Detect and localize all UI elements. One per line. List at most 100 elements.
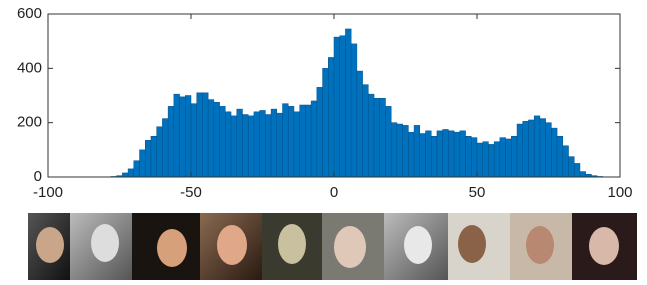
y-tick-label: 0 <box>34 168 42 185</box>
bar <box>511 136 517 177</box>
bar <box>540 119 546 177</box>
face-image <box>157 229 187 267</box>
bar <box>385 106 391 177</box>
face-image <box>91 224 119 262</box>
face-image <box>217 225 247 265</box>
y-tick-label: 200 <box>17 114 42 131</box>
x-tick-label: 50 <box>469 184 486 201</box>
bar <box>311 101 317 177</box>
bar <box>220 106 226 177</box>
bar <box>551 128 557 177</box>
bar <box>237 109 243 177</box>
bar <box>546 123 552 177</box>
bar <box>488 144 494 177</box>
face-image <box>458 225 486 263</box>
bar <box>288 106 294 177</box>
face-image <box>36 227 64 263</box>
face-image <box>589 227 619 265</box>
bar <box>208 100 214 177</box>
bar <box>471 138 477 177</box>
bar <box>517 124 523 177</box>
bar <box>437 131 443 177</box>
bar <box>523 121 529 177</box>
bar <box>340 36 346 177</box>
face-image <box>526 226 554 264</box>
bar <box>420 134 426 177</box>
bar <box>351 44 357 177</box>
bar <box>494 142 500 177</box>
bar <box>231 116 237 177</box>
x-tick-label: 100 <box>607 184 632 201</box>
bar <box>426 131 432 177</box>
bar <box>380 98 386 177</box>
bar <box>431 136 437 177</box>
bar <box>397 124 403 177</box>
bar <box>374 98 380 177</box>
bar <box>506 139 512 177</box>
bar <box>323 68 329 177</box>
bar <box>242 115 248 177</box>
bar <box>265 115 271 177</box>
x-tick-label: -50 <box>180 184 202 201</box>
bar <box>134 161 140 177</box>
face-image <box>404 226 432 264</box>
bar <box>271 109 277 177</box>
bar <box>283 104 289 177</box>
bar <box>185 96 191 178</box>
bar <box>414 125 420 177</box>
bar <box>574 163 580 177</box>
bar <box>225 112 231 177</box>
x-tick-label: 0 <box>330 184 338 201</box>
bar <box>294 112 300 177</box>
bar <box>305 105 311 177</box>
bar <box>403 125 409 177</box>
face-strip <box>28 213 637 280</box>
bar <box>483 142 489 177</box>
bar <box>563 146 569 177</box>
bar <box>448 131 454 177</box>
x-tick-label: -100 <box>33 184 63 201</box>
bar <box>357 71 363 177</box>
bar <box>557 136 563 177</box>
bar <box>569 157 575 177</box>
bar <box>317 87 323 177</box>
bar <box>151 136 157 177</box>
bar <box>460 131 466 177</box>
bar <box>408 132 414 177</box>
bar <box>162 119 168 177</box>
bar <box>128 169 134 177</box>
bar <box>454 132 460 177</box>
bar <box>300 105 306 177</box>
chart: 0 200 400 600 -100 -50 0 50 100 <box>0 0 647 280</box>
bar <box>168 106 174 177</box>
bar <box>157 127 163 177</box>
bar <box>145 140 151 177</box>
bar <box>248 116 254 177</box>
bar <box>214 102 220 177</box>
bar <box>140 150 146 177</box>
bar <box>334 37 340 177</box>
bar <box>254 112 260 177</box>
bar <box>443 129 449 177</box>
face-image <box>334 226 366 268</box>
y-tick-label: 400 <box>17 59 42 76</box>
bar <box>477 143 483 177</box>
bar <box>466 136 472 177</box>
bar <box>534 116 540 177</box>
bar <box>202 93 208 177</box>
bar <box>197 93 203 177</box>
bar <box>277 113 283 177</box>
bar <box>363 85 369 177</box>
bar <box>180 97 186 177</box>
bar <box>122 173 128 177</box>
bar <box>391 123 397 177</box>
bar <box>174 94 180 177</box>
face-image <box>278 224 306 264</box>
bar <box>328 57 334 177</box>
bar <box>368 94 374 177</box>
y-tick-label: 600 <box>17 5 42 22</box>
bar <box>528 120 534 177</box>
bar <box>191 104 197 177</box>
bar <box>580 172 586 177</box>
bar <box>345 29 351 177</box>
